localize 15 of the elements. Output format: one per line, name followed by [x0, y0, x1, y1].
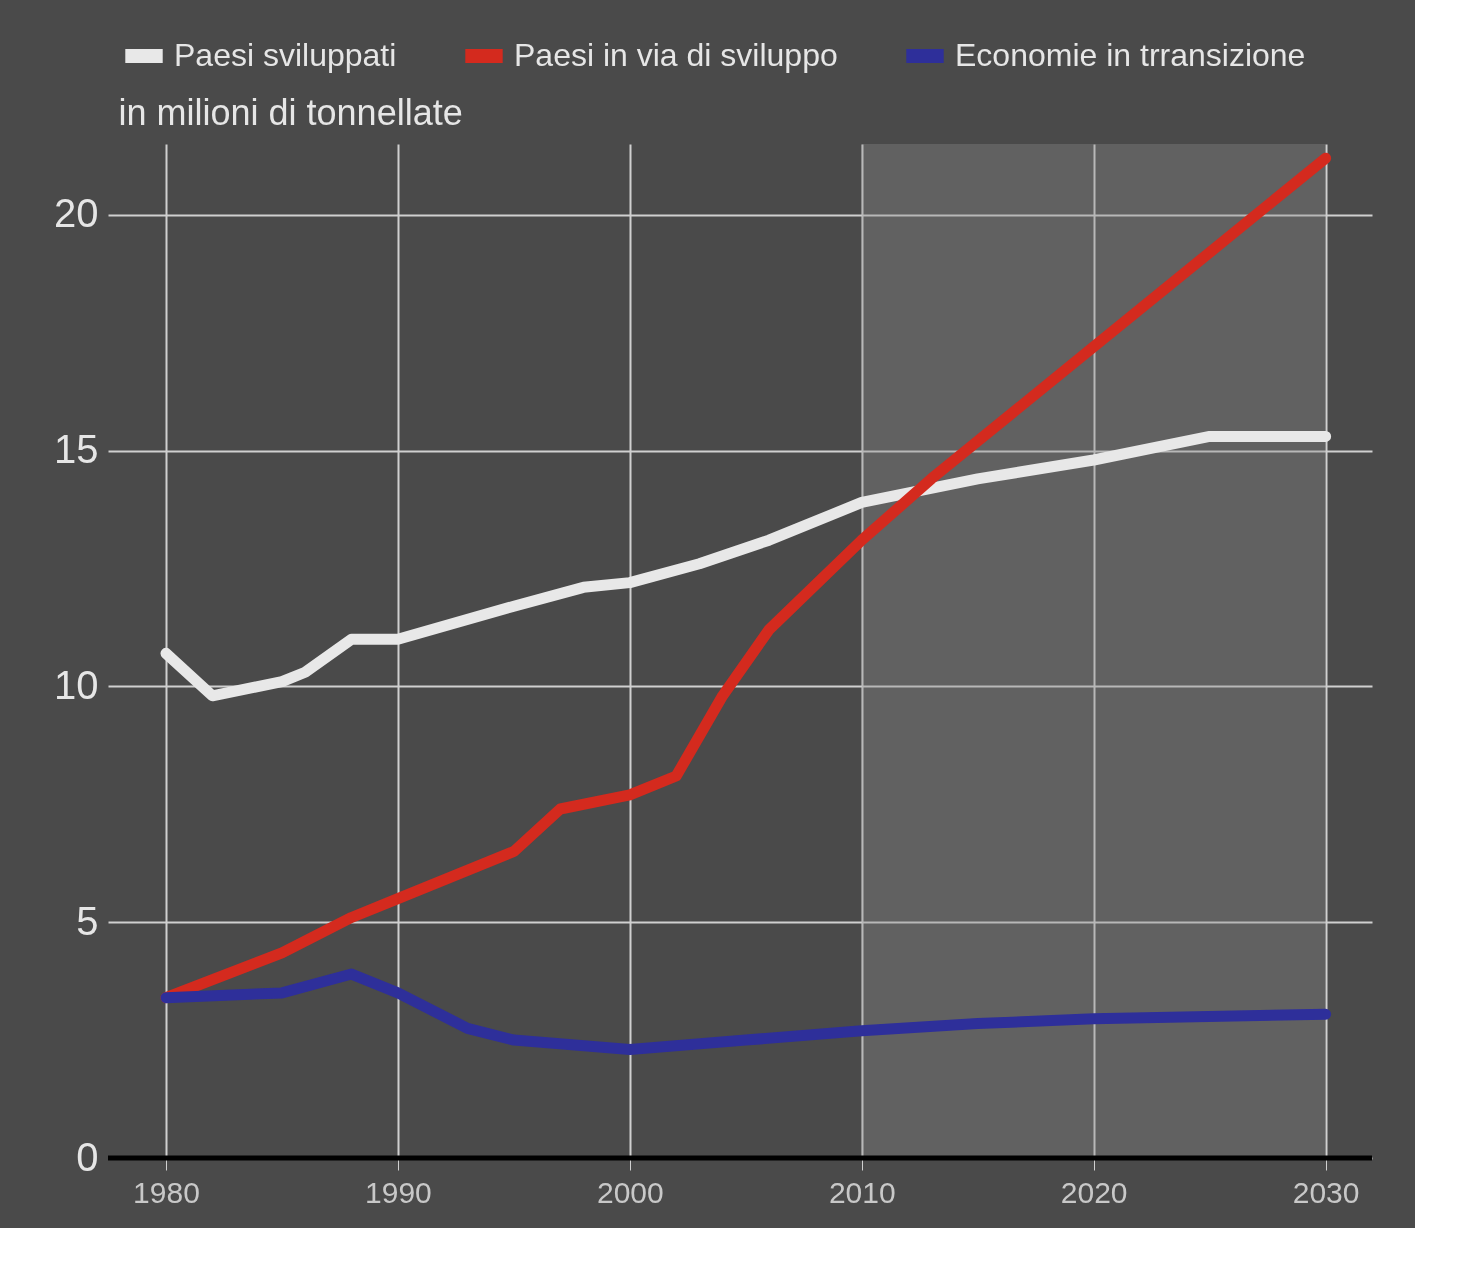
x-tick-label: 2030 — [1292, 1175, 1360, 1209]
x-tick-label: 2020 — [1060, 1175, 1128, 1209]
legend-label: Paesi in via di sviluppo — [514, 37, 838, 73]
y-tick-label: 0 — [76, 1134, 99, 1179]
x-tick-label: 1980 — [133, 1175, 200, 1209]
legend-label: Economie in trransizione — [955, 37, 1306, 73]
y-tick-label: 10 — [54, 662, 99, 707]
legend-label: Paesi sviluppati — [174, 37, 397, 73]
x-tick-label: 1990 — [365, 1175, 432, 1209]
y-tick-label: 20 — [54, 191, 99, 236]
x-tick-label: 2000 — [596, 1175, 664, 1209]
y-tick-label: 5 — [76, 898, 99, 943]
y-axis-title: in milioni di tonnellate — [118, 91, 463, 133]
x-tick-label: 2010 — [828, 1175, 896, 1209]
y-tick-label: 15 — [54, 427, 99, 472]
